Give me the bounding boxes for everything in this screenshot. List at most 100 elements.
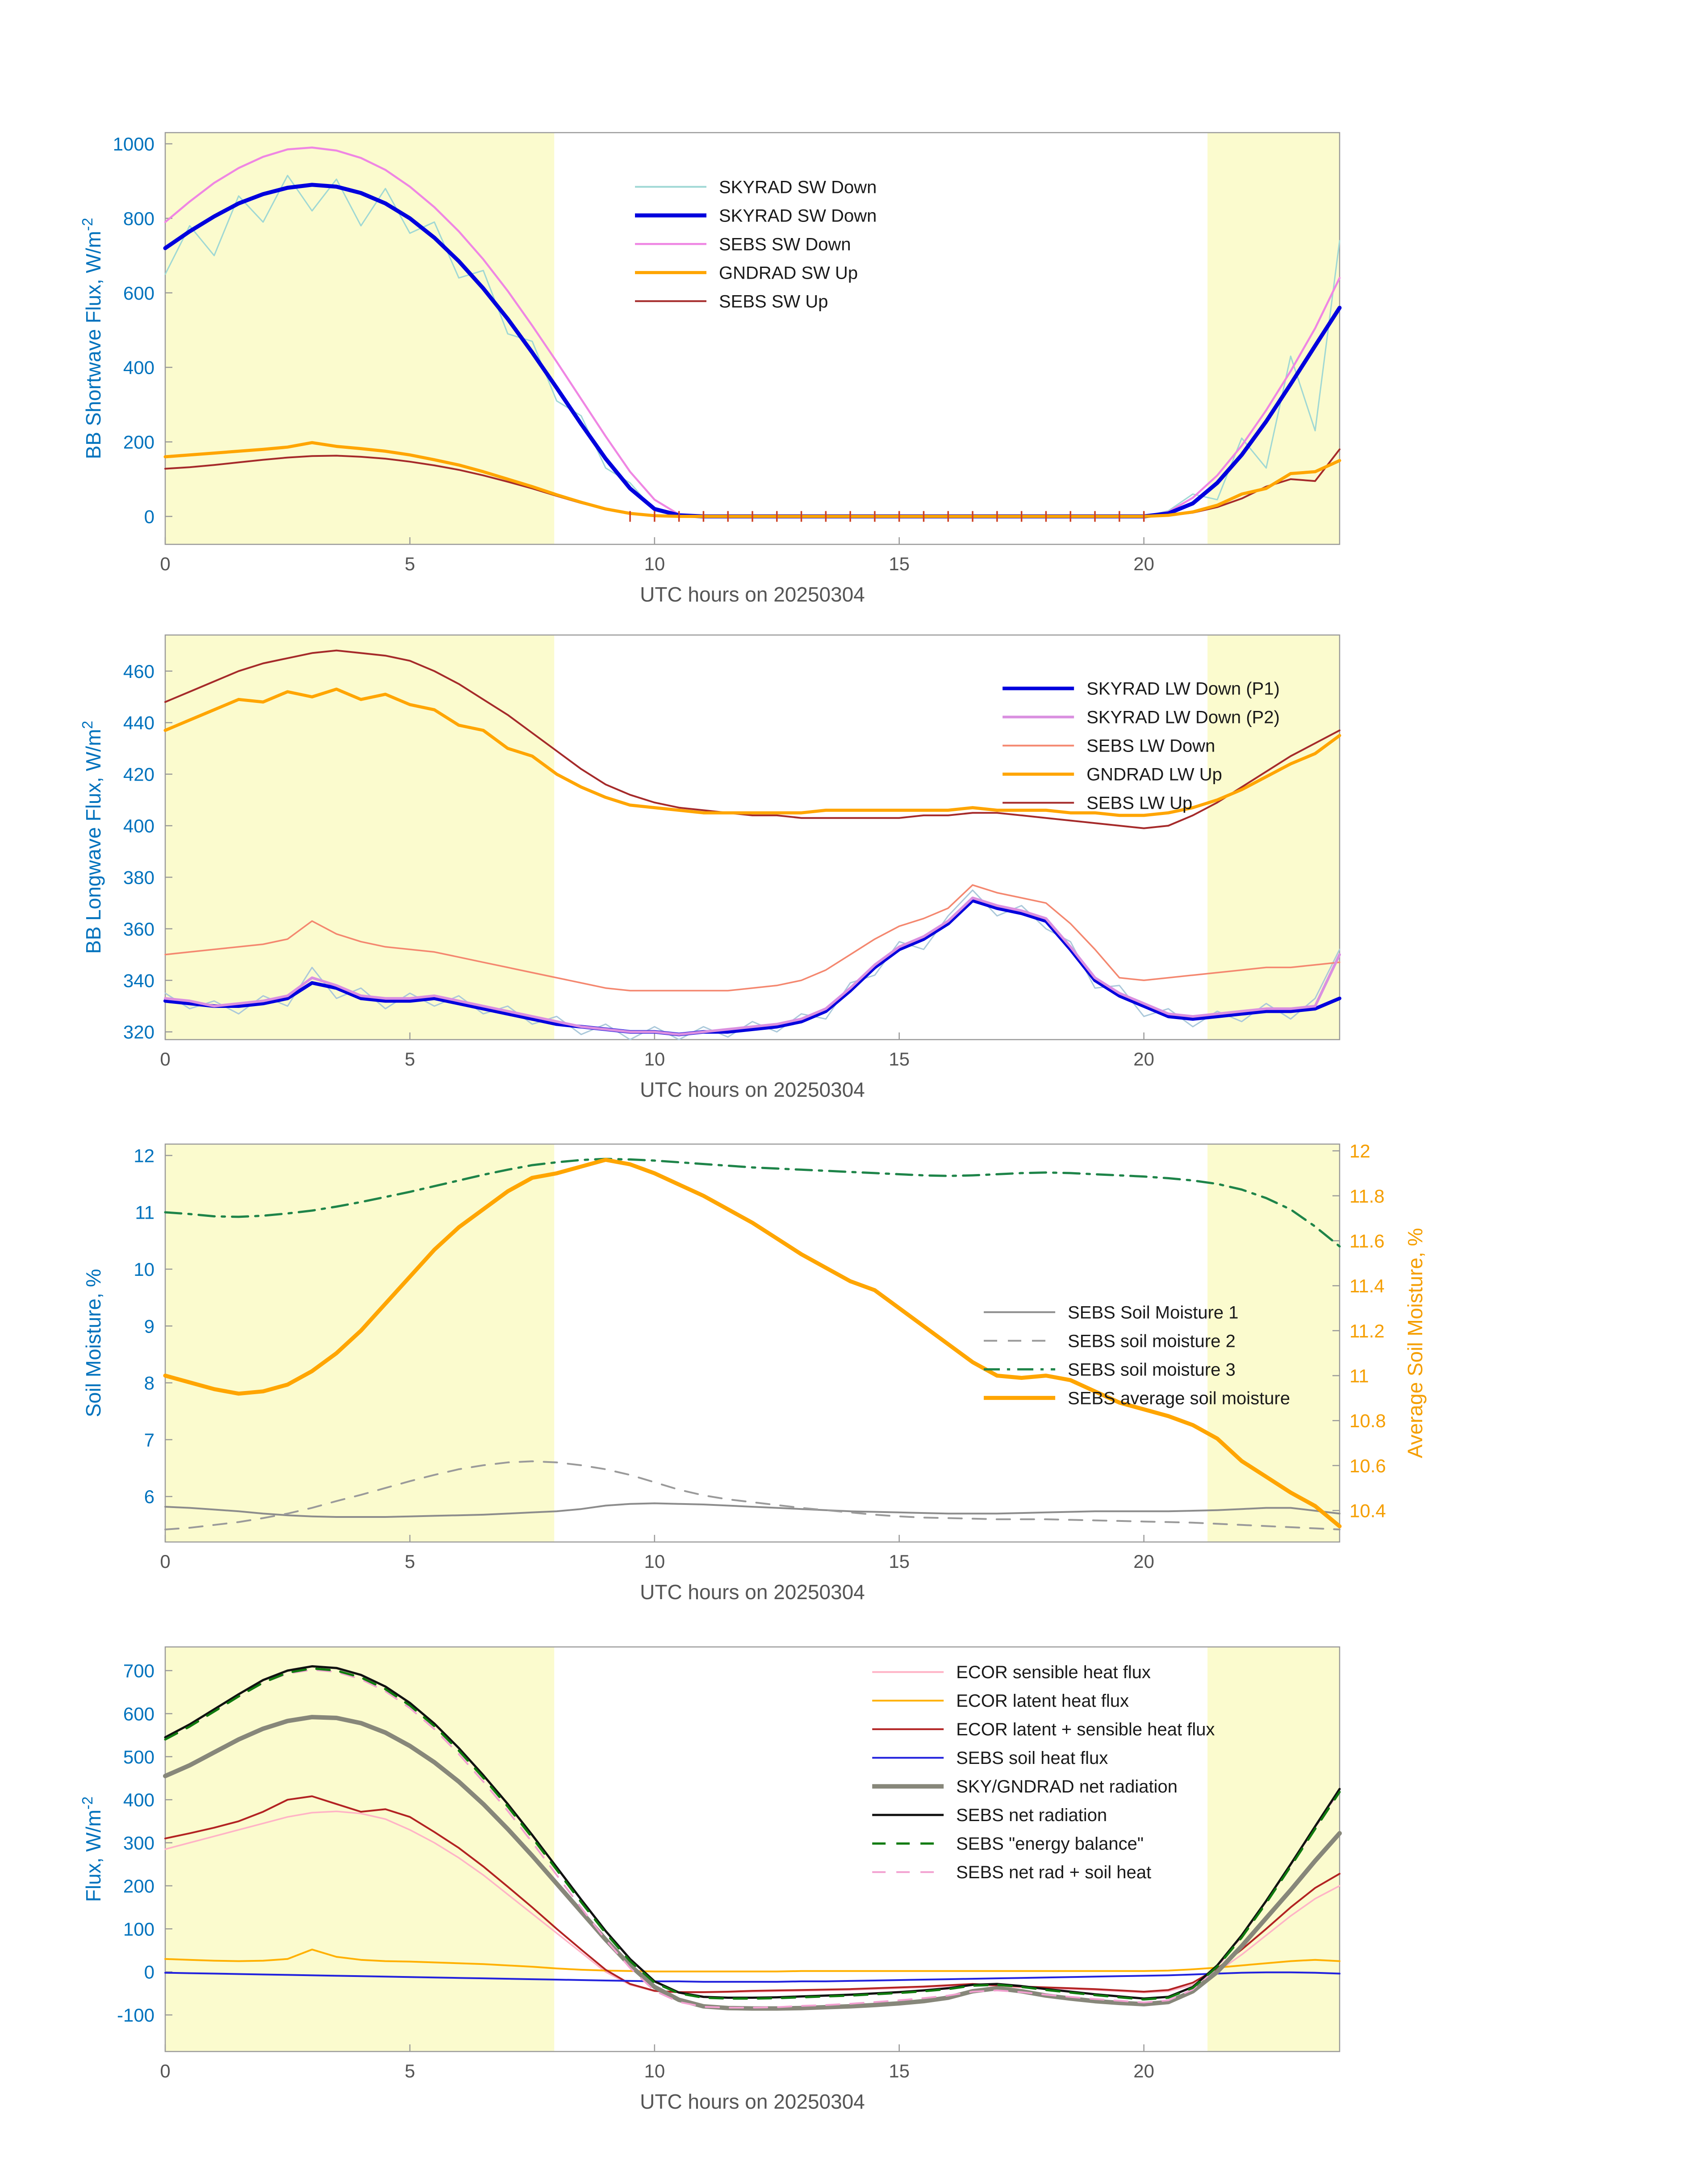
y-tick-label: 1000 <box>113 134 155 155</box>
x-tick-label: 5 <box>405 2060 415 2081</box>
legend-label-ecor-latent-heat-flux: ECOR latent heat flux <box>956 1691 1129 1711</box>
chart-soil-moisture: 0 5 10 15 20 UTC hours on 20250304 6 7 8 9 10 11 12 S… <box>82 1141 1427 1604</box>
x-axis: 0 5 10 15 20 UTC hours on 20250304 <box>160 1535 1154 1604</box>
x-tick-label: 15 <box>889 1551 910 1572</box>
y-axis-label-right: Average Soil Moisture, % <box>1403 1228 1427 1458</box>
shaded-band <box>1207 1647 1340 2052</box>
legend-label-gndrad-sw-up: GNDRAD SW Up <box>719 263 858 283</box>
x-tick-label: 15 <box>889 2060 910 2081</box>
x-tick-label: 15 <box>889 1049 910 1070</box>
legend-label-sebs-soil-moisture-2: SEBS soil moisture 2 <box>1068 1331 1236 1351</box>
legend-label-skyrad-sw-down: SKYRAD SW Down <box>719 206 877 226</box>
y-tick-label-right: 11.8 <box>1349 1186 1385 1207</box>
y-tick-label: 200 <box>123 1876 155 1897</box>
series-ecor-latent-sensible-heat-flux-2 <box>164 1795 1341 1993</box>
x-axis: 0 5 10 15 20 UTC hours on 20250304 <box>160 1032 1154 1101</box>
shaded-band <box>165 133 555 544</box>
y-tick-label: 700 <box>123 1660 155 1681</box>
shaded-band <box>165 635 555 1040</box>
legend-label-sebs-soil-moisture-3: SEBS soil moisture 3 <box>1068 1360 1236 1379</box>
legend-label-sebs-lw-down: SEBS LW Down <box>1086 736 1215 756</box>
x-tick-label: 0 <box>160 1551 170 1572</box>
x-axis-label: UTC hours on 20250304 <box>640 1078 865 1101</box>
y-axis-left: -100 0 100 200 300 400 500 600 700 <box>117 1660 172 2026</box>
x-tick-label: 20 <box>1133 1551 1154 1572</box>
legend-label-skyrad-lw-down-p2: SKYRAD LW Down (P2) <box>1086 708 1280 727</box>
y-axis-left: 0 200 400 600 800 1000 <box>113 134 172 527</box>
legend-label-sebs-soil-heat-flux: SEBS soil heat flux <box>956 1748 1108 1768</box>
y-tick-label-right: 11.4 <box>1349 1275 1385 1296</box>
chart-bb-shortwave-flux: 0 5 10 15 20 UTC hours on 20250304 0 200 400 600 8… <box>79 132 1342 606</box>
y-tick-label: 10 <box>134 1259 155 1280</box>
series-sebs-soil-heat-flux-3 <box>164 1971 1341 1983</box>
y-tick-label: 420 <box>123 764 155 785</box>
legend-label-ecor-sensible-heat-flux: ECOR sensible heat flux <box>956 1663 1151 1682</box>
axes-box <box>164 634 1341 1040</box>
series-sebs-average-soil-moisture-3 <box>163 1157 1342 1529</box>
x-axis: 0 5 10 15 20 UTC hours on 20250304 <box>160 2044 1154 2113</box>
y-tick-label: 8 <box>144 1373 155 1394</box>
series-sebs-soil-moisture-3-2 <box>164 1157 1341 1248</box>
series-skyrad-lw-down-p2-2 <box>164 896 1341 1036</box>
shaded-band <box>1207 635 1340 1040</box>
shaded-band <box>1207 1144 1340 1542</box>
y-tick-label: 11 <box>135 1202 155 1223</box>
series-sebs-lw-up-5 <box>164 649 1341 829</box>
shaded-band <box>165 1647 555 2052</box>
x-axis-label: UTC hours on 20250304 <box>640 1580 865 1604</box>
y-axis-label: BB Shortwave Flux, W/m-2 <box>79 218 105 460</box>
y-tick-label-right: 10.8 <box>1349 1410 1386 1431</box>
y-tick-label: 7 <box>144 1429 155 1450</box>
y-axis-left: 320 340 360 380 400 420 440 460 <box>123 661 172 1043</box>
y-tick-label: 500 <box>123 1747 155 1768</box>
y-tick-label: 100 <box>123 1918 155 1939</box>
y-tick-label: -100 <box>117 2005 155 2026</box>
y-tick-label: 400 <box>123 357 155 378</box>
legend-label-sebs-sw-down: SEBS SW Down <box>719 234 851 254</box>
y-axis-left: 6 7 8 9 10 11 12 <box>134 1145 172 1507</box>
y-axis-right: 10.4 10.6 10.8 11 11.2 11.4 11.6 11.8 12 <box>1332 1141 1386 1521</box>
y-tick-label: 200 <box>123 432 155 453</box>
series-gndrad-lw-up-4 <box>163 687 1341 817</box>
x-tick-label: 5 <box>405 553 415 574</box>
legend-label-sebs-average-soil-moisture: SEBS average soil moisture <box>1068 1388 1290 1408</box>
zero-markers <box>629 511 1145 522</box>
series-sky-gndrad-net-radiation-4 <box>163 1715 1342 2011</box>
x-tick-label: 0 <box>160 2060 170 2081</box>
x-tick-label: 20 <box>1133 2060 1154 2081</box>
x-tick-label: 5 <box>405 1049 415 1070</box>
y-axis-label: Soil Moisture, % <box>82 1269 105 1417</box>
x-tick-label: 20 <box>1133 553 1154 574</box>
x-tick-label: 20 <box>1133 1049 1154 1070</box>
chart-flux: 0 5 10 15 20 UTC hours on 20250304 -100 0 100 200… <box>79 1646 1342 2113</box>
y-tick-label-right: 11.2 <box>1349 1320 1385 1341</box>
y-tick-label-right: 12 <box>1349 1141 1370 1162</box>
legend: SEBS Soil Moisture 1 SEBS soil moisture 2… <box>984 1303 1290 1408</box>
y-tick-label: 460 <box>123 661 155 682</box>
x-axis: 0 5 10 15 20 UTC hours on 20250304 <box>160 537 1154 606</box>
y-tick-label: 12 <box>134 1145 155 1166</box>
series-sebs-soil-moisture-2-1 <box>164 1460 1341 1530</box>
legend-label-skyrad-sw-down: SKYRAD SW Down <box>719 177 877 197</box>
y-tick-label: 6 <box>144 1486 155 1507</box>
legend-label-ecor-latent-sensible-heat-flux: ECOR latent + sensible heat flux <box>956 1720 1215 1739</box>
y-tick-label: 400 <box>123 1789 155 1810</box>
legend-label-sebs-lw-up: SEBS LW Up <box>1086 794 1192 813</box>
y-tick-label: 600 <box>123 1703 155 1724</box>
legend-label-skyrad-lw-down-p1: SKYRAD LW Down (P1) <box>1086 679 1280 699</box>
y-tick-label: 320 <box>123 1022 155 1043</box>
x-tick-label: 0 <box>160 553 170 574</box>
x-tick-label: 10 <box>644 1551 665 1572</box>
legend-label-sebs-net-radiation: SEBS net radiation <box>956 1805 1107 1825</box>
legend: SKYRAD SW Down SKYRAD SW Down SEBS SW Down… <box>635 177 877 311</box>
y-tick-label: 0 <box>144 506 155 527</box>
series-sebs-net-rad-soil-heat-7 <box>164 1669 1341 2009</box>
legend: ECOR sensible heat flux ECOR latent heat … <box>872 1663 1215 1882</box>
series-sebs-lw-down-3 <box>164 884 1341 992</box>
x-tick-label: 10 <box>644 553 665 574</box>
series-skyrad-lw-down-0 <box>164 889 1341 1040</box>
legend-label-sebs-net-rad-soil-heat: SEBS net rad + soil heat <box>956 1863 1151 1882</box>
chart-bb-longwave-flux: 0 5 10 15 20 UTC hours on 20250304 320 340 360 38… <box>79 634 1341 1101</box>
legend-label-sebs-energy-balance: SEBS "energy balance" <box>956 1834 1144 1854</box>
